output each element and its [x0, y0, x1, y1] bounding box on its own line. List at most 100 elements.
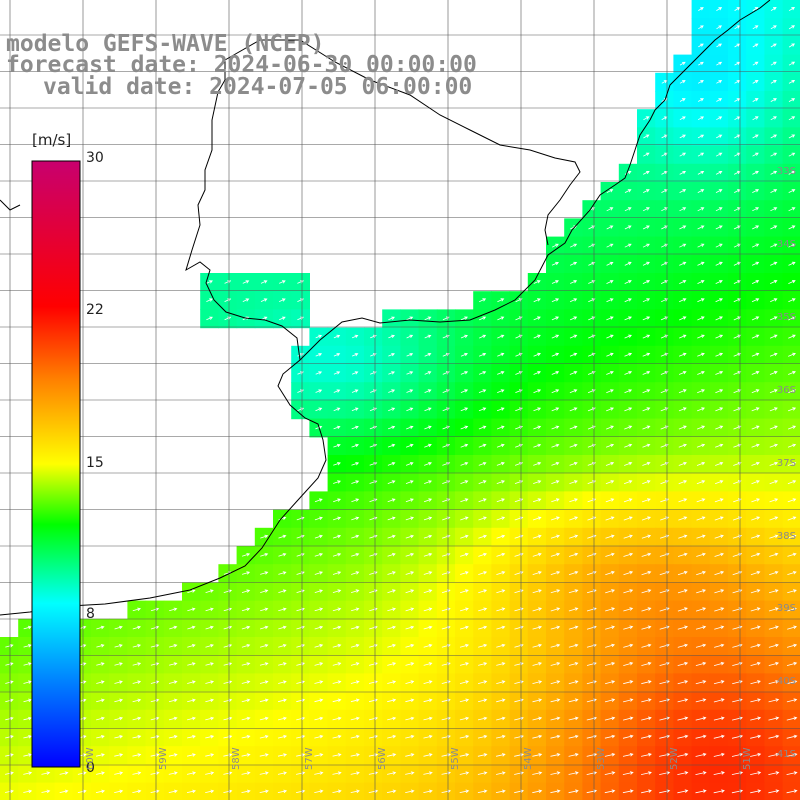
wind-arrow	[350, 734, 360, 739]
wind-arrow	[695, 661, 707, 666]
wind-arrow	[387, 607, 397, 612]
wind-arrow	[605, 607, 615, 612]
wind-arrow	[641, 625, 652, 630]
wind-arrow	[496, 571, 506, 575]
wind-arrow	[423, 607, 433, 612]
wind-arrow	[405, 480, 414, 484]
wind-arrow	[350, 662, 360, 666]
wind-cell	[582, 254, 602, 274]
wind-arrow	[659, 716, 671, 721]
wind-arrow	[605, 643, 616, 648]
wind-arrow	[241, 607, 251, 612]
wind-arrow	[387, 589, 396, 594]
wind-cell	[746, 163, 765, 183]
wind-arrow	[696, 480, 706, 485]
wind-cell	[691, 127, 711, 147]
wind-arrow	[769, 552, 779, 557]
wind-cell	[673, 145, 693, 165]
wind-arrow	[459, 771, 470, 775]
wind-arrow	[333, 334, 341, 339]
wind-arrow	[641, 661, 652, 666]
wind-cell	[673, 163, 693, 183]
wind-arrow	[314, 734, 324, 739]
wind-arrow	[606, 371, 614, 375]
title-forecast-date: forecast date: 2024-06-30 00:00:00	[6, 52, 477, 78]
wind-arrow	[259, 771, 269, 775]
wind-arrow	[387, 662, 397, 666]
wind-arrow	[698, 25, 704, 30]
wind-arrow	[423, 498, 433, 503]
wind-arrow	[787, 443, 797, 448]
wind-arrow	[423, 734, 433, 739]
wind-arrow	[752, 61, 759, 66]
wind-arrow	[532, 734, 543, 739]
wind-arrow	[643, 152, 650, 157]
wind-arrow	[223, 753, 233, 757]
wind-arrow	[588, 225, 596, 230]
wind-cell	[746, 109, 765, 128]
wind-arrow	[314, 553, 324, 557]
wind-arrow	[387, 425, 396, 430]
wind-arrow	[459, 753, 470, 757]
wind-arrow	[750, 607, 761, 612]
wind-arrow	[716, 98, 723, 102]
wind-arrow	[751, 480, 760, 485]
wind-arrow	[624, 298, 632, 303]
lon-label: 56W	[377, 747, 388, 770]
wind-cell	[673, 127, 693, 147]
wind-arrow	[568, 789, 579, 794]
lon-label: 53W	[596, 747, 607, 770]
wind-cell	[564, 254, 583, 274]
wind-arrow	[569, 352, 578, 357]
wind-arrow	[768, 589, 779, 594]
wind-arrow	[479, 298, 487, 303]
wind-arrow	[660, 316, 669, 321]
lat-label: 38S	[776, 531, 796, 542]
wind-arrow	[788, 352, 796, 357]
wind-cell	[655, 182, 674, 201]
wind-arrow	[751, 280, 760, 284]
wind-arrow	[314, 643, 324, 648]
wind-arrow	[550, 589, 561, 594]
wind-arrow	[387, 643, 396, 648]
wind-arrow	[679, 98, 686, 102]
wind-arrow	[132, 607, 142, 612]
wind-cell	[746, 36, 765, 56]
wind-arrow	[713, 680, 725, 685]
wind-cell	[673, 236, 693, 256]
wind-arrow	[205, 789, 215, 794]
wind-arrow	[714, 534, 724, 539]
wind-arrow	[714, 552, 724, 557]
wind-arrow	[460, 498, 469, 503]
wind-arrow	[332, 625, 342, 630]
wind-arrow	[678, 371, 687, 375]
wind-cell	[637, 200, 656, 219]
wind-arrow	[278, 553, 287, 557]
wind-arrow	[768, 661, 780, 666]
wind-arrow	[568, 589, 579, 594]
wind-arrow	[677, 661, 689, 666]
wind-arrow	[278, 644, 287, 648]
wind-arrow	[478, 662, 488, 666]
wind-arrow	[604, 753, 616, 757]
wind-arrow	[132, 644, 142, 648]
wind-arrow	[716, 61, 723, 66]
wind-arrow	[387, 734, 397, 739]
wind-arrow	[586, 771, 598, 775]
wind-arrow	[5, 716, 14, 721]
wind-arrow	[696, 516, 706, 521]
wind-cell	[746, 0, 765, 19]
wind-arrow	[698, 61, 704, 66]
wind-arrow	[478, 389, 487, 393]
wind-arrow	[532, 680, 543, 684]
wind-arrow	[677, 771, 689, 775]
wind-arrow	[406, 334, 414, 339]
wind-arrow	[570, 243, 578, 248]
wind-arrow	[752, 170, 759, 175]
wind-arrow	[604, 771, 616, 775]
wind-arrow	[642, 225, 650, 230]
wind-arrow	[368, 771, 379, 775]
wind-arrow	[278, 698, 287, 703]
wind-arrow	[642, 243, 650, 248]
